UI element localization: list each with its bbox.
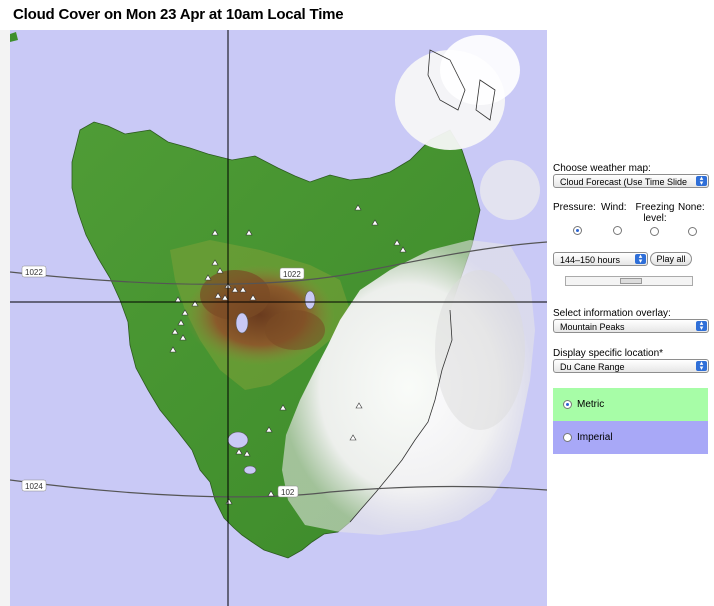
isobar-line [10, 241, 547, 285]
overlay-select-value: Mountain Peaks [560, 322, 625, 332]
imperial-label: Imperial [577, 432, 613, 443]
weather-map-select-value: Cloud Forecast (Use Time Slide [560, 177, 688, 187]
page-title: Cloud Cover on Mon 23 Apr at 10am Local … [13, 6, 344, 23]
time-range-select[interactable]: 144–150 hours ▴ ▾ [553, 252, 648, 266]
metric-label: Metric [577, 399, 605, 410]
freezing-level-label: Freezing level: [635, 202, 675, 224]
location-label: Display specific location* [553, 348, 664, 359]
overlay-label: Select information overlay: [553, 308, 671, 319]
select-arrows-icon: ▴ ▾ [696, 175, 707, 187]
highland-core [265, 310, 325, 350]
isobar-label: 102 [281, 488, 295, 497]
time-range-value: 144–150 hours [560, 255, 621, 265]
overlay-select[interactable]: Mountain Peaks ▴ ▾ [553, 319, 709, 333]
layer-radio-wind[interactable] [613, 226, 622, 235]
pressure-label: Pressure: [553, 202, 596, 213]
lake [235, 312, 249, 334]
layer-radio-pressure[interactable] [573, 226, 582, 235]
island [10, 32, 18, 42]
none-label: None: [678, 202, 705, 213]
coastline-east [349, 309, 453, 523]
isobar-label-box [279, 267, 305, 280]
imperial-radio[interactable] [563, 433, 572, 442]
select-arrows-icon: ▴ ▾ [696, 320, 707, 332]
layer-radio-none[interactable] [688, 227, 697, 236]
mountain-peak-markers[interactable] [169, 204, 407, 505]
time-slider[interactable] [565, 276, 693, 286]
isobar-label-box [21, 479, 47, 492]
isobar-line [10, 479, 547, 498]
play-all-button[interactable]: Play all [650, 252, 692, 266]
select-arrows-icon: ▴ ▾ [696, 360, 707, 372]
select-arrows-icon: ▴ ▾ [635, 253, 646, 265]
lake [304, 290, 316, 310]
imperial-option[interactable]: Imperial [553, 421, 708, 454]
time-slider-thumb[interactable] [620, 278, 642, 284]
cloud-north [440, 35, 520, 105]
highland-core [200, 270, 270, 320]
left-edge-strip [0, 30, 10, 606]
cloud-shade [435, 270, 525, 430]
cloud-north [480, 160, 540, 220]
metric-radio[interactable] [563, 400, 572, 409]
metric-option[interactable]: Metric [553, 388, 708, 421]
map-svg: 1022 1022 1024 102 [10, 30, 547, 606]
weather-map-select[interactable]: Cloud Forecast (Use Time Slide ▴ ▾ [553, 174, 709, 188]
wind-label: Wind: [601, 202, 627, 213]
isobar-label: 1022 [283, 270, 301, 279]
lake [227, 431, 249, 449]
layer-radio-freezing[interactable] [650, 227, 659, 236]
isobar-label-box [277, 485, 299, 498]
lake [243, 465, 257, 475]
location-select-value: Du Cane Range [560, 362, 625, 372]
weather-map[interactable]: 1022 1022 1024 102 [10, 30, 547, 606]
coastline-islands [427, 49, 496, 121]
isobar-label-box [21, 265, 47, 278]
location-select[interactable]: Du Cane Range ▴ ▾ [553, 359, 709, 373]
isobar-label: 1022 [25, 268, 43, 277]
isobar-label: 1024 [25, 482, 43, 491]
choose-map-label: Choose weather map: [553, 163, 651, 174]
